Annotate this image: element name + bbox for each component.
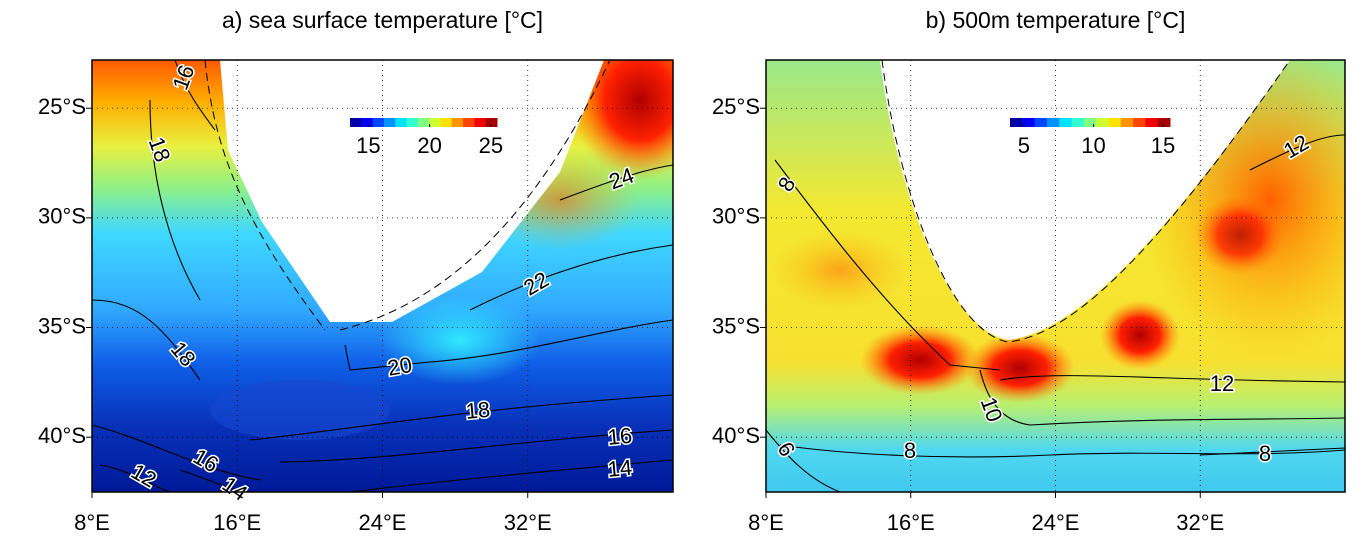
colorbar-cell bbox=[440, 118, 453, 127]
colorbar-label: 15 bbox=[1151, 133, 1175, 158]
contour-label: 8 bbox=[904, 438, 916, 463]
contour-line bbox=[91, 299, 201, 381]
x-tick-label: 24°E bbox=[1032, 510, 1080, 535]
contour-line bbox=[774, 159, 1001, 371]
colorbar-cell bbox=[1145, 118, 1159, 127]
colorbar-cell bbox=[350, 118, 362, 127]
x-tick-label: 8°E bbox=[74, 510, 110, 535]
y-tick-label: 30°S bbox=[712, 204, 760, 229]
frame bbox=[765, 59, 1346, 493]
colorbar-cell bbox=[1133, 118, 1146, 127]
field-b bbox=[766, 60, 1345, 492]
x-tick-label: 32°E bbox=[1176, 510, 1224, 535]
colorbar-cell bbox=[1096, 118, 1109, 127]
colorbar-cell bbox=[463, 118, 475, 127]
y-tick-label: 30°S bbox=[38, 204, 86, 229]
colorbar-cell bbox=[372, 118, 385, 127]
x-tick-label: 16°E bbox=[213, 510, 261, 535]
colorbar-cell bbox=[383, 118, 396, 127]
contour-line bbox=[179, 469, 251, 493]
y-tick-label: 25°S bbox=[712, 94, 760, 119]
frame bbox=[91, 59, 674, 493]
contour-line bbox=[91, 424, 261, 481]
panel-title: a) sea surface temperature [°C] bbox=[222, 7, 543, 33]
y-tick-label: 40°S bbox=[712, 423, 760, 448]
contour-label: 12 bbox=[1210, 371, 1234, 396]
shelf-line bbox=[881, 59, 1291, 343]
contour-line bbox=[249, 394, 674, 441]
colorbar-cell bbox=[406, 118, 419, 127]
colorbar-cell bbox=[1157, 118, 1171, 127]
colorbar-cell bbox=[1034, 118, 1048, 127]
colorbar-cell bbox=[1071, 118, 1085, 127]
y-tick-label: 35°S bbox=[38, 313, 86, 338]
shelf-line bbox=[204, 59, 611, 331]
contour-line bbox=[979, 369, 1346, 426]
colorbar-cell bbox=[417, 118, 430, 127]
contour-line bbox=[765, 429, 841, 493]
contour-line bbox=[174, 59, 216, 131]
contour-line bbox=[999, 375, 1346, 383]
colorbar-cell bbox=[1083, 118, 1097, 127]
colorbar-label: 5 bbox=[1018, 133, 1030, 158]
colorbar-cell bbox=[1108, 118, 1122, 127]
colorbar-cell bbox=[474, 118, 487, 127]
colorbar-cell bbox=[1022, 118, 1036, 127]
x-tick-label: 24°E bbox=[359, 510, 407, 535]
y-tick-label: 35°S bbox=[712, 313, 760, 338]
colorbar-cell bbox=[485, 118, 498, 127]
contour-line bbox=[349, 459, 674, 493]
colorbar-cell bbox=[1120, 118, 1134, 127]
contour-line bbox=[279, 429, 674, 463]
x-tick-label: 8°E bbox=[748, 510, 784, 535]
colorbar-label: 25 bbox=[479, 133, 503, 158]
contour-line bbox=[1249, 134, 1346, 171]
contour-label: 16 bbox=[607, 423, 634, 450]
contour-label: 8 bbox=[1259, 441, 1271, 466]
contour-line bbox=[469, 244, 674, 311]
contour-label: 20 bbox=[385, 352, 413, 381]
contour-line bbox=[149, 99, 201, 301]
contour-label: 14 bbox=[607, 455, 634, 482]
contour-line bbox=[1199, 447, 1346, 456]
x-tick-label: 32°E bbox=[504, 510, 552, 535]
colorbar-label: 15 bbox=[356, 133, 380, 158]
x-tick-label: 16°E bbox=[887, 510, 935, 535]
colorbar-label: 20 bbox=[417, 133, 441, 158]
colorbar-cell bbox=[1046, 118, 1060, 127]
colorbar-label: 10 bbox=[1081, 133, 1105, 158]
colorbar-cell bbox=[361, 118, 374, 127]
colorbar-cell bbox=[395, 118, 408, 127]
colorbar-cell bbox=[451, 118, 464, 127]
colorbar-cell bbox=[1059, 118, 1073, 127]
contour-line bbox=[99, 464, 171, 493]
contour-line bbox=[559, 164, 674, 201]
panel-title: b) 500m temperature [°C] bbox=[926, 7, 1186, 33]
colorbar-cell bbox=[1010, 118, 1023, 127]
y-tick-label: 25°S bbox=[38, 94, 86, 119]
contour-line bbox=[779, 444, 1346, 458]
y-tick-label: 40°S bbox=[38, 423, 86, 448]
colorbar-cell bbox=[429, 118, 441, 127]
contour-line bbox=[344, 319, 674, 371]
contour-label: 18 bbox=[465, 397, 492, 424]
